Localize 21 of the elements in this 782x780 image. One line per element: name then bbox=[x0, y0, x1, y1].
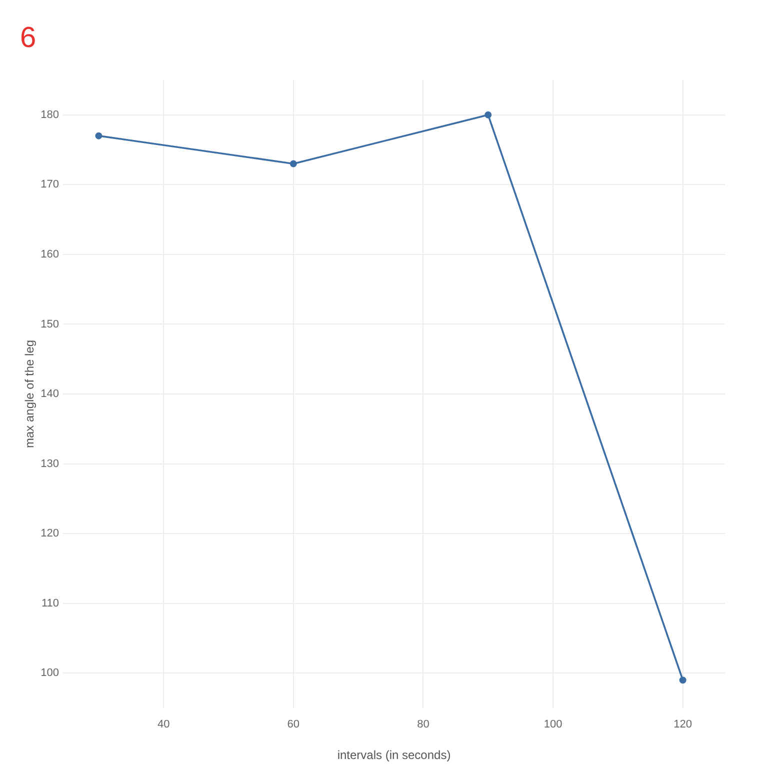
y-tick-label: 150 bbox=[40, 318, 59, 330]
y-axis-title: max angle of the leg bbox=[22, 340, 37, 448]
x-tick-label: 60 bbox=[287, 718, 300, 731]
point bbox=[484, 111, 492, 118]
point bbox=[679, 676, 686, 684]
text: 6 bbox=[20, 22, 36, 54]
y-tick-label: 170 bbox=[40, 178, 59, 191]
y-tick-label: 110 bbox=[41, 597, 59, 610]
x-tick-label: 40 bbox=[157, 718, 170, 731]
x-tick-label: 80 bbox=[417, 718, 430, 731]
y-tick-label: 160 bbox=[40, 248, 59, 260]
x-tick-label: 100 bbox=[544, 718, 562, 731]
x-tick-label: 120 bbox=[674, 718, 692, 731]
y-tick-label: 140 bbox=[40, 388, 59, 400]
y-tick-label: 100 bbox=[40, 667, 59, 680]
y-tick-label: 120 bbox=[40, 528, 59, 540]
point bbox=[290, 160, 297, 168]
point bbox=[95, 132, 102, 140]
y-tick-label: 130 bbox=[40, 458, 59, 470]
y-tick-label: 180 bbox=[40, 108, 59, 121]
x-axis-title: intervals (in seconds) bbox=[337, 748, 451, 762]
